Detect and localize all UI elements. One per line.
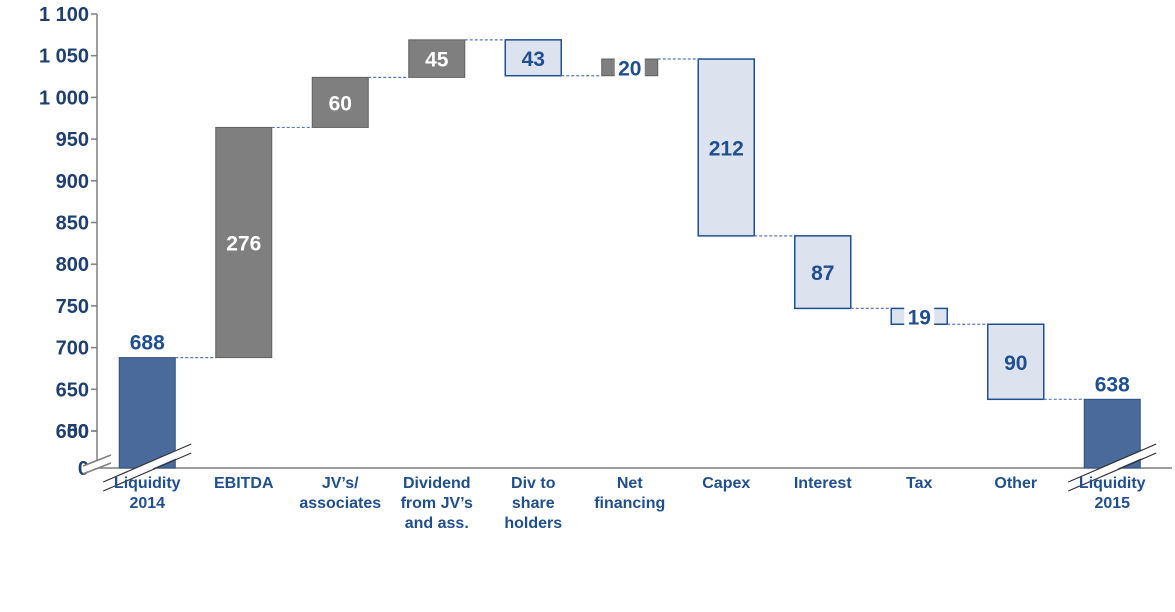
value-labels: 688 276 60 45 43 20 212 87 19 90 638: [130, 48, 1130, 397]
y-tick-label: 750: [56, 296, 89, 318]
y-tick-label: 650: [56, 379, 89, 401]
y-tick-label: 700: [56, 338, 89, 360]
y-tick-label: 1 100: [39, 4, 89, 26]
x-tick-label: JV’s/: [322, 475, 359, 492]
x-tick-label: share: [512, 495, 555, 512]
axis-break-mark: [82, 454, 112, 467]
bar-3: [408, 39, 466, 78]
x-tick-label: associates: [299, 495, 381, 512]
x-tick-label: Capex: [702, 475, 750, 492]
x-tick-label: financing: [594, 495, 665, 512]
x-tick-label: Div to: [511, 475, 556, 492]
bar-0: [118, 357, 176, 469]
bar-7: [794, 235, 852, 310]
category-labels: Liquidity 2014 EBITDA JV’s/associates Divide…: [114, 475, 1146, 532]
value-label-7: 87: [811, 262, 834, 285]
bar-break-gap: [1066, 444, 1158, 490]
axis-break-gap: [81, 456, 113, 473]
x-tick-label: Other: [994, 475, 1037, 492]
value-label-6: 212: [709, 137, 744, 160]
value-label-1: 276: [226, 233, 261, 256]
bar-break-mark: [1068, 452, 1157, 492]
value-label-2: 60: [329, 92, 352, 115]
value-label-0: 688: [130, 332, 165, 355]
y-tick-label: 1 050: [39, 46, 89, 68]
bar-1: [215, 126, 273, 359]
y-tick-label: 600: [56, 421, 89, 443]
x-tick-label: Net: [617, 475, 643, 492]
bar-2: [311, 76, 369, 128]
bar-break-mark: [103, 452, 192, 492]
bar-4: [504, 39, 562, 77]
y-tick-label: 900: [56, 171, 89, 193]
value-label-5: 20: [618, 57, 641, 80]
value-label-4: 43: [522, 48, 545, 71]
bar-6: [697, 58, 755, 237]
y-tick-label: 850: [56, 213, 89, 235]
x-tick-label: EBITDA: [214, 475, 274, 492]
value-label-3: 45: [425, 49, 449, 72]
y-tick-label: 800: [56, 254, 89, 276]
value-label-9: 90: [1004, 352, 1027, 375]
x-tick-label: holders: [504, 515, 562, 532]
y-tick-label: 1 000: [39, 87, 89, 109]
y-tick-label: 950: [56, 129, 89, 151]
bar-break-mark: [1068, 443, 1157, 483]
bars: [101, 39, 1158, 492]
x-tick-label: 2014: [129, 495, 165, 512]
x-tick-label: Liquidity: [1079, 475, 1146, 492]
x-tick-label: 2015: [1094, 495, 1130, 512]
x-tick-label: and ass.: [405, 515, 469, 532]
axis-break-mark: [82, 462, 112, 475]
x-tick-label: Dividend: [403, 475, 471, 492]
bar-break-mark: [103, 443, 192, 483]
label-backing: [904, 304, 935, 329]
x-tick-label: Tax: [906, 475, 932, 492]
label-backing: [614, 55, 645, 80]
bar-9: [987, 323, 1045, 401]
bar-break-gap: [101, 444, 193, 490]
x-tick-label: Interest: [794, 475, 852, 492]
value-label-8: 19: [908, 306, 931, 329]
y-tick-label: 50: [67, 421, 89, 443]
x-tick-label: Liquidity: [114, 475, 181, 492]
value-label-10: 638: [1095, 373, 1130, 396]
x-tick-label: from JV’s: [401, 495, 473, 512]
